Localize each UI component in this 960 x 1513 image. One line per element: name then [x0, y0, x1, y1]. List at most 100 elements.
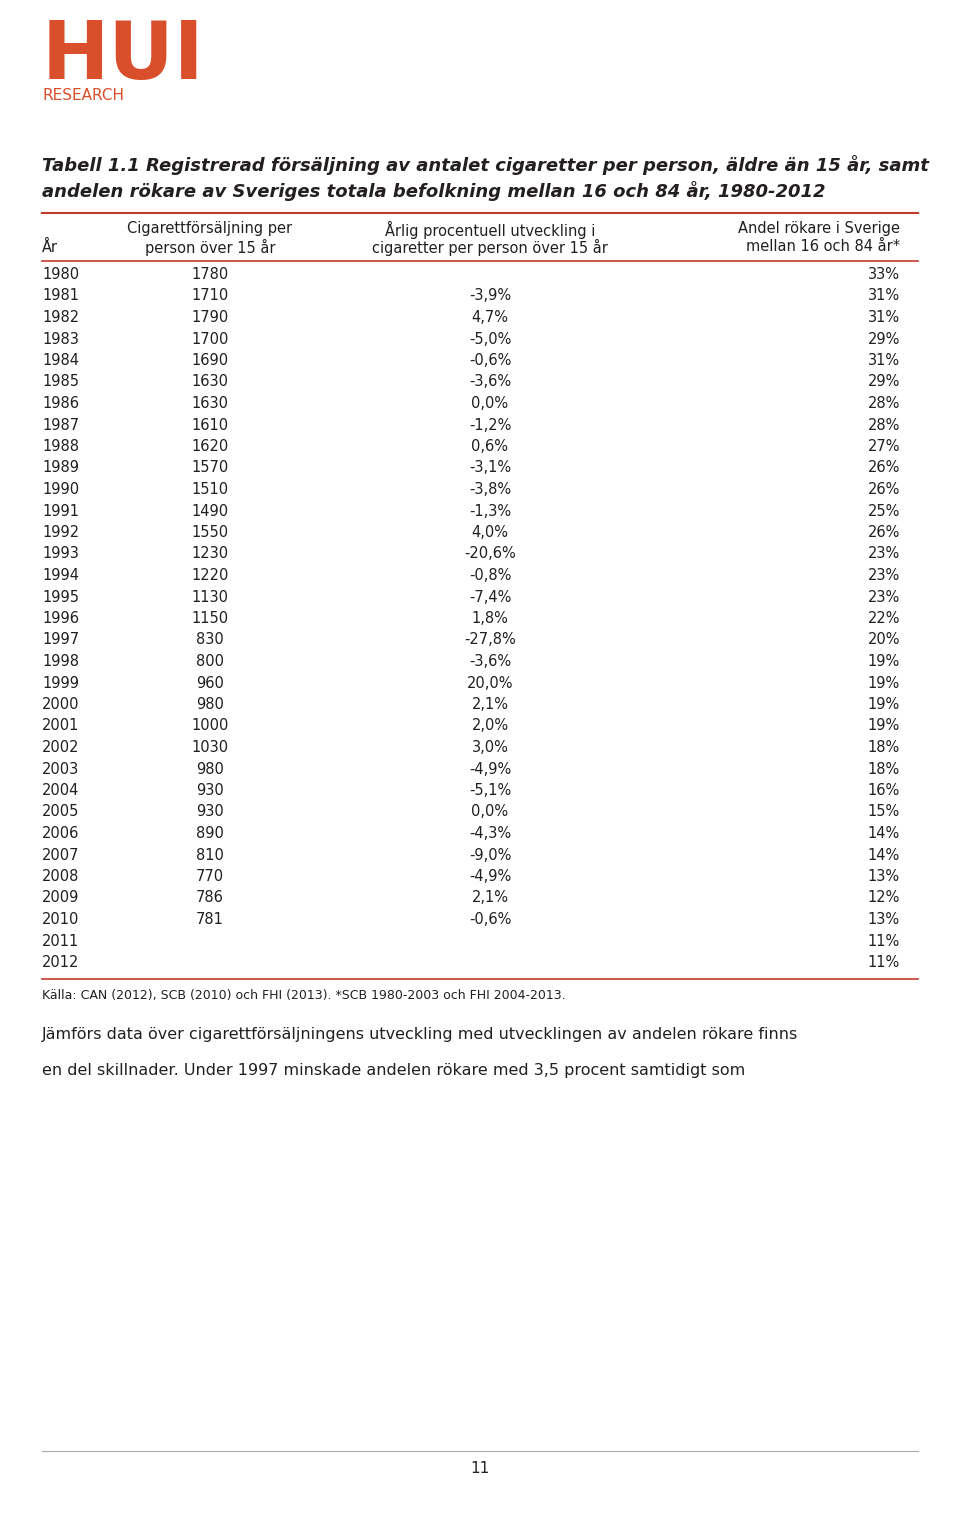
Text: 25%: 25% — [868, 504, 900, 519]
Text: 1999: 1999 — [42, 675, 79, 690]
Text: 1991: 1991 — [42, 504, 79, 519]
Text: 1150: 1150 — [191, 611, 228, 626]
Text: en del skillnader. Under 1997 minskade andelen rökare med 3,5 procent samtidigt : en del skillnader. Under 1997 minskade a… — [42, 1062, 745, 1077]
Text: 810: 810 — [196, 847, 224, 862]
Text: 16%: 16% — [868, 784, 900, 797]
Text: 13%: 13% — [868, 868, 900, 884]
Text: 1986: 1986 — [42, 396, 79, 412]
Text: 3,0%: 3,0% — [471, 740, 509, 755]
Text: 786: 786 — [196, 891, 224, 905]
Text: 29%: 29% — [868, 331, 900, 346]
Text: 2005: 2005 — [42, 805, 80, 820]
Text: -3,9%: -3,9% — [468, 289, 511, 304]
Text: 4,0%: 4,0% — [471, 525, 509, 540]
Text: 22%: 22% — [868, 611, 900, 626]
Text: -3,6%: -3,6% — [468, 654, 511, 669]
Text: 1995: 1995 — [42, 590, 79, 605]
Text: Andel rökare i Sverige: Andel rökare i Sverige — [738, 221, 900, 236]
Text: RESEARCH: RESEARCH — [42, 88, 124, 103]
Text: 1983: 1983 — [42, 331, 79, 346]
Text: 1130: 1130 — [191, 590, 228, 605]
Text: -3,1%: -3,1% — [468, 460, 511, 475]
Text: 1981: 1981 — [42, 289, 79, 304]
Text: 770: 770 — [196, 868, 224, 884]
Text: 1700: 1700 — [191, 331, 228, 346]
Text: 2003: 2003 — [42, 761, 80, 776]
Text: 2007: 2007 — [42, 847, 80, 862]
Text: 1780: 1780 — [191, 266, 228, 281]
Text: 18%: 18% — [868, 740, 900, 755]
Text: Cigarettförsäljning per: Cigarettförsäljning per — [128, 221, 293, 236]
Text: 1984: 1984 — [42, 353, 79, 368]
Text: 1997: 1997 — [42, 632, 79, 648]
Text: 15%: 15% — [868, 805, 900, 820]
Text: Källa: CAN (2012), SCB (2010) och FHI (2013). *SCB 1980-2003 och FHI 2004-2013.: Källa: CAN (2012), SCB (2010) och FHI (2… — [42, 988, 565, 1002]
Text: -3,8%: -3,8% — [468, 483, 511, 496]
Text: 1570: 1570 — [191, 460, 228, 475]
Text: -1,2%: -1,2% — [468, 418, 511, 433]
Text: 2009: 2009 — [42, 891, 80, 905]
Text: 19%: 19% — [868, 719, 900, 734]
Text: 1630: 1630 — [191, 396, 228, 412]
Text: 0,6%: 0,6% — [471, 439, 509, 454]
Text: 14%: 14% — [868, 847, 900, 862]
Text: 1,8%: 1,8% — [471, 611, 509, 626]
Text: Årlig procentuell utveckling i: Årlig procentuell utveckling i — [385, 221, 595, 239]
Text: 18%: 18% — [868, 761, 900, 776]
Text: 781: 781 — [196, 912, 224, 927]
Text: 2,1%: 2,1% — [471, 697, 509, 713]
Text: 1982: 1982 — [42, 310, 79, 325]
Text: 19%: 19% — [868, 697, 900, 713]
Text: 26%: 26% — [868, 483, 900, 496]
Text: 2000: 2000 — [42, 697, 80, 713]
Text: -4,9%: -4,9% — [468, 761, 511, 776]
Text: 2,0%: 2,0% — [471, 719, 509, 734]
Text: 31%: 31% — [868, 289, 900, 304]
Text: 980: 980 — [196, 761, 224, 776]
Text: -5,0%: -5,0% — [468, 331, 511, 346]
Text: 26%: 26% — [868, 460, 900, 475]
Text: 2001: 2001 — [42, 719, 80, 734]
Text: mellan 16 och 84 år*: mellan 16 och 84 år* — [746, 239, 900, 254]
Text: 1993: 1993 — [42, 546, 79, 561]
Text: 14%: 14% — [868, 826, 900, 841]
Text: År: År — [42, 241, 58, 256]
Text: 2012: 2012 — [42, 955, 80, 970]
Text: 4,7%: 4,7% — [471, 310, 509, 325]
Text: 28%: 28% — [868, 418, 900, 433]
Text: 27%: 27% — [868, 439, 900, 454]
Text: 1230: 1230 — [191, 546, 228, 561]
Text: -0,6%: -0,6% — [468, 353, 511, 368]
Text: 20,0%: 20,0% — [467, 675, 514, 690]
Text: 1630: 1630 — [191, 375, 228, 389]
Text: person över 15 år: person över 15 år — [145, 239, 276, 256]
Text: 1996: 1996 — [42, 611, 79, 626]
Text: -7,4%: -7,4% — [468, 590, 511, 605]
Text: 1994: 1994 — [42, 567, 79, 583]
Text: -9,0%: -9,0% — [468, 847, 511, 862]
Text: 1490: 1490 — [191, 504, 228, 519]
Text: 11: 11 — [470, 1462, 490, 1477]
Text: 890: 890 — [196, 826, 224, 841]
Text: 1990: 1990 — [42, 483, 79, 496]
Text: -0,8%: -0,8% — [468, 567, 511, 583]
Text: -0,6%: -0,6% — [468, 912, 511, 927]
Text: -4,9%: -4,9% — [468, 868, 511, 884]
Text: 1220: 1220 — [191, 567, 228, 583]
Text: 1989: 1989 — [42, 460, 79, 475]
Text: 2002: 2002 — [42, 740, 80, 755]
Text: 23%: 23% — [868, 590, 900, 605]
Text: 31%: 31% — [868, 353, 900, 368]
Text: 1030: 1030 — [191, 740, 228, 755]
Text: -20,6%: -20,6% — [464, 546, 516, 561]
Text: -3,6%: -3,6% — [468, 375, 511, 389]
Text: 20%: 20% — [868, 632, 900, 648]
Text: andelen rökare av Sveriges totala befolkning mellan 16 och 84 år, 1980-2012: andelen rökare av Sveriges totala befolk… — [42, 182, 826, 201]
Text: 23%: 23% — [868, 546, 900, 561]
Text: 1998: 1998 — [42, 654, 79, 669]
Text: -27,8%: -27,8% — [464, 632, 516, 648]
Text: 1988: 1988 — [42, 439, 79, 454]
Text: 1610: 1610 — [191, 418, 228, 433]
Text: HUI: HUI — [42, 18, 204, 95]
Text: 23%: 23% — [868, 567, 900, 583]
